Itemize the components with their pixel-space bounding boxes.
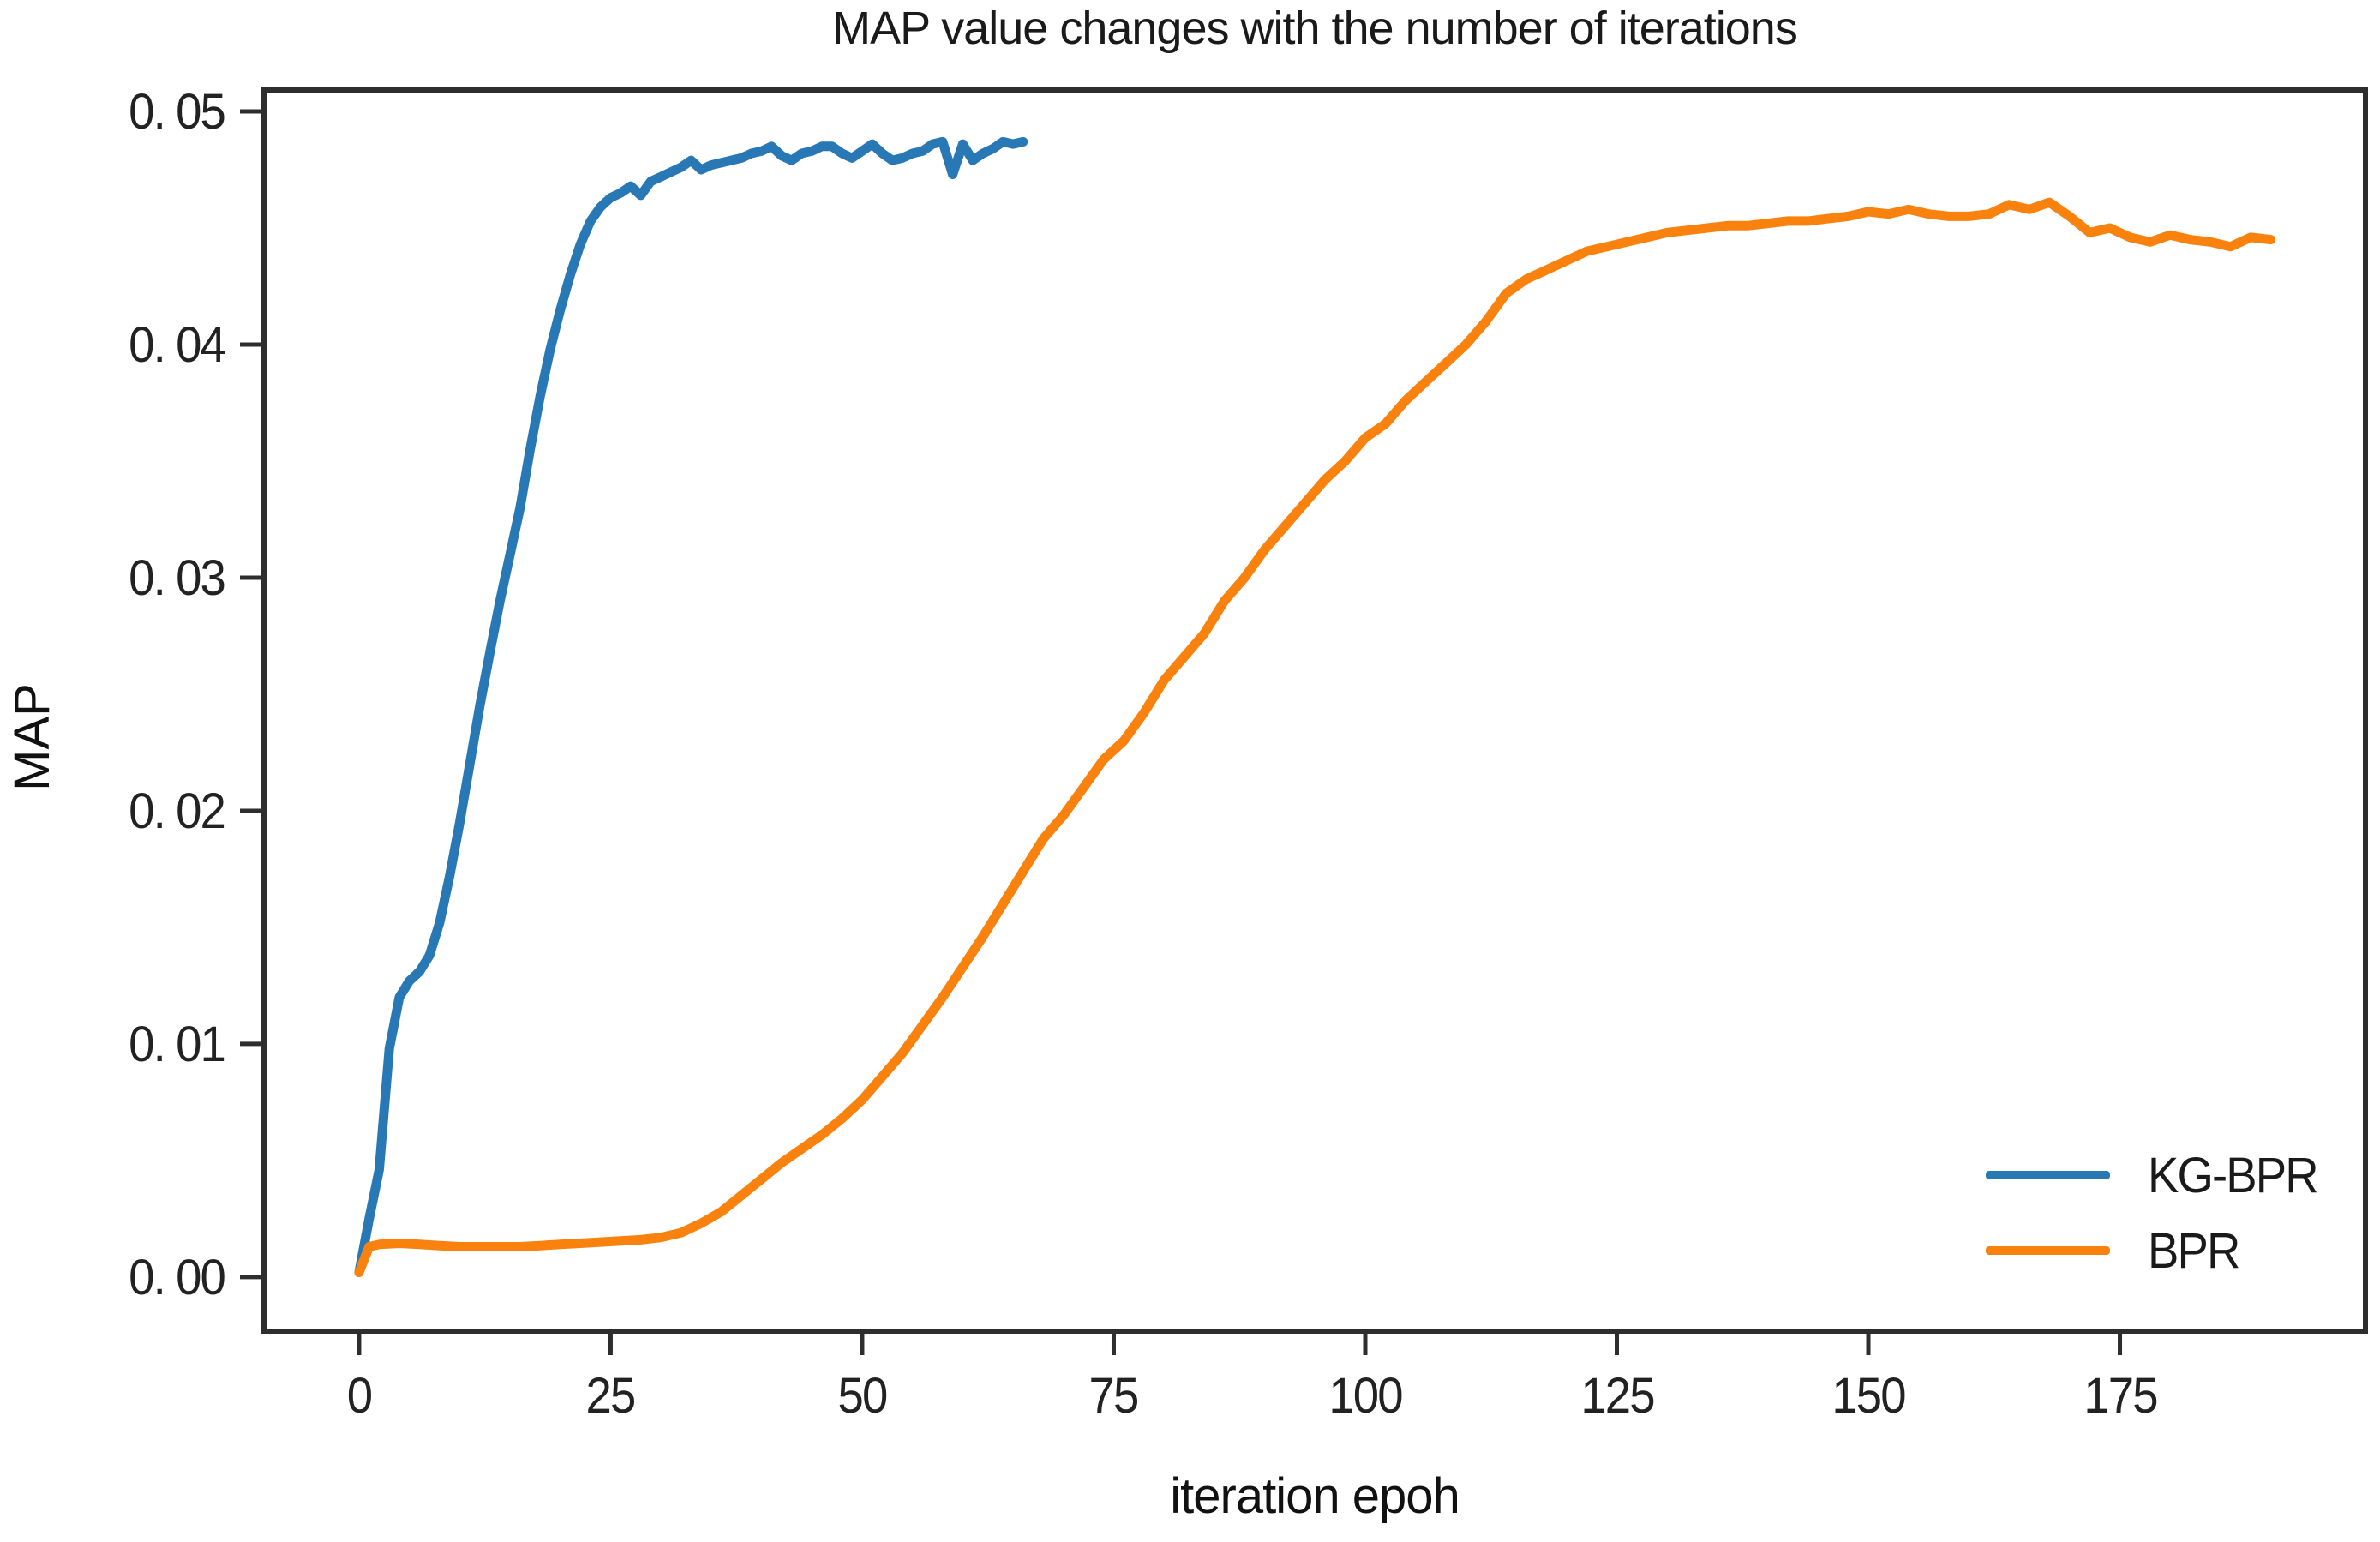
y-tick-label: 0. 00: [129, 1249, 226, 1305]
x-tick-label: 75: [1089, 1368, 1140, 1424]
legend-item-kg-bpr: KG-BPR: [1986, 1137, 2328, 1213]
legend-line-swatch-kg-bpr: [1986, 1171, 2110, 1179]
legend-label-bpr: BPR: [2148, 1222, 2240, 1279]
legend-label-kg-bpr: KG-BPR: [2148, 1147, 2319, 1203]
x-tick-label: 175: [2083, 1368, 2158, 1424]
x-tick-label: 0: [346, 1368, 373, 1424]
y-tick-label: 0. 03: [129, 549, 226, 606]
y-tick-label: 0. 05: [129, 84, 226, 141]
series-line-kg-bpr: [354, 136, 1028, 1277]
legend-line-swatch-bpr: [1986, 1246, 2110, 1255]
y-tick-label: 0. 04: [129, 316, 226, 373]
x-tick-label: 25: [586, 1368, 637, 1424]
y-tick-label: 0. 01: [129, 1016, 226, 1072]
y-tick-label: 0. 02: [129, 783, 226, 839]
legend-item-bpr: BPR: [1986, 1213, 2328, 1288]
chart-title: MAP value changes with the number of ite…: [832, 3, 1798, 54]
x-tick-label: 100: [1328, 1368, 1403, 1424]
series-line-bpr: [354, 197, 2276, 1277]
x-tick-label: 150: [1831, 1368, 1906, 1424]
x-axis-label: iteration epoh: [1170, 1468, 1460, 1524]
x-tick-label: 50: [837, 1368, 889, 1424]
legend: KG-BPR BPR: [1986, 1137, 2328, 1288]
x-tick-label: 125: [1580, 1368, 1655, 1424]
